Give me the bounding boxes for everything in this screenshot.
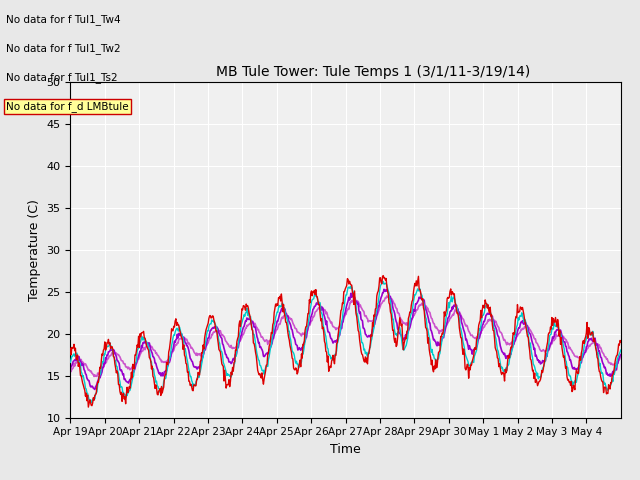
Tul1_Ts-16cm [404, 330, 412, 336]
Tul1_Tw+10cm [233, 339, 241, 345]
Tul1_Tw+10cm [281, 313, 289, 319]
Tul1_Ts-16cm [380, 287, 388, 292]
Tul1_Tw+10cm [132, 352, 140, 358]
Tul1_Ts-32cm [233, 343, 241, 349]
Tul1_Tw+10cm [84, 404, 92, 410]
Tul1_Ts-16cm [281, 306, 289, 312]
Tul1_Ts-8cm [617, 347, 625, 353]
Tul1_Ts-32cm [385, 293, 393, 299]
Tul1_Ts-32cm [281, 312, 289, 318]
Text: No data for f Tul1_Tw2: No data for f Tul1_Tw2 [6, 43, 121, 54]
Tul1_Ts-32cm [90, 373, 98, 379]
Title: MB Tule Tower: Tule Temps 1 (3/1/11-3/19/14): MB Tule Tower: Tule Temps 1 (3/1/11-3/19… [216, 65, 531, 79]
Tul1_Ts-8cm [260, 372, 268, 377]
Tul1_Ts-32cm [435, 327, 442, 333]
Tul1_Ts-8cm [380, 278, 387, 284]
X-axis label: Time: Time [330, 443, 361, 456]
Tul1_Ts-32cm [404, 321, 412, 327]
Tul1_Tw+10cm [380, 273, 387, 278]
Tul1_Ts-8cm [435, 356, 442, 362]
Tul1_Ts-16cm [233, 348, 241, 354]
Tul1_Ts-16cm [260, 354, 268, 360]
Line: Tul1_Tw+10cm: Tul1_Tw+10cm [70, 276, 621, 407]
Tul1_Ts-8cm [233, 348, 241, 354]
Tul1_Tw+10cm [617, 339, 625, 345]
Tul1_Ts-16cm [435, 342, 442, 348]
Tul1_Tw+10cm [404, 327, 412, 333]
Tul1_Ts-16cm [91, 386, 99, 392]
Line: Tul1_Ts-8cm: Tul1_Ts-8cm [70, 281, 621, 402]
Tul1_Ts-32cm [617, 354, 625, 360]
Line: Tul1_Ts-32cm: Tul1_Ts-32cm [70, 296, 621, 376]
Tul1_Tw+10cm [260, 376, 268, 382]
Text: No data for f Tul1_Ts2: No data for f Tul1_Ts2 [6, 72, 118, 83]
Tul1_Ts-8cm [67, 360, 74, 365]
Line: Tul1_Ts-16cm: Tul1_Ts-16cm [70, 289, 621, 389]
Text: No data for f_d LMBtule: No data for f_d LMBtule [6, 101, 129, 112]
Tul1_Ts-32cm [260, 337, 268, 343]
Tul1_Ts-16cm [67, 366, 74, 372]
Text: No data for f Tul1_Tw4: No data for f Tul1_Tw4 [6, 14, 121, 25]
Tul1_Ts-32cm [132, 360, 140, 366]
Tul1_Tw+10cm [435, 349, 442, 355]
Tul1_Ts-8cm [132, 360, 140, 366]
Tul1_Ts-8cm [88, 399, 96, 405]
Tul1_Ts-8cm [281, 309, 289, 314]
Tul1_Ts-16cm [132, 362, 140, 368]
Y-axis label: Temperature (C): Temperature (C) [28, 199, 41, 300]
Tul1_Ts-8cm [404, 336, 412, 341]
Tul1_Ts-32cm [67, 368, 74, 374]
Tul1_Tw+10cm [67, 346, 74, 351]
Tul1_Ts-16cm [617, 352, 625, 358]
